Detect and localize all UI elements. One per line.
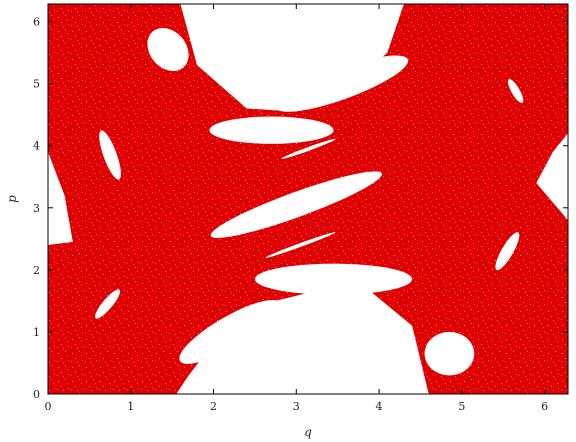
island-8 <box>495 232 520 271</box>
y-tick-label: 2 <box>33 264 40 277</box>
y-tick-label: 6 <box>33 16 40 29</box>
x-tick-label: 4 <box>376 400 383 413</box>
y-axis-label: p <box>5 195 19 203</box>
y-tick-label: 5 <box>33 78 40 91</box>
x-tick-label: 0 <box>45 400 52 413</box>
open-region-3 <box>536 133 568 221</box>
axes-frame <box>47 3 569 395</box>
open-region-2 <box>48 151 73 246</box>
island-3 <box>507 79 524 104</box>
x-axis-label: q <box>304 425 312 439</box>
island-0 <box>147 27 189 72</box>
regular-islands <box>48 4 568 394</box>
island-9 <box>95 289 121 319</box>
island-7 <box>265 232 336 258</box>
x-tick-label: 2 <box>210 400 217 413</box>
y-tick-label: 1 <box>33 326 40 339</box>
y-tick-label: 3 <box>33 202 40 215</box>
x-axis: 0 1 2 3 4 5 6 <box>45 4 548 413</box>
island-6 <box>281 138 336 159</box>
plot-area <box>48 4 568 394</box>
island-5 <box>210 171 382 238</box>
open-region-1 <box>176 291 429 394</box>
y-tick-label: 0 <box>33 388 40 401</box>
island-10 <box>254 263 413 295</box>
x-tick-label: 6 <box>541 400 548 413</box>
island-12 <box>424 331 475 376</box>
x-tick-label: 5 <box>458 400 465 413</box>
island-4 <box>99 130 121 180</box>
open-region-0 <box>180 4 404 112</box>
y-tick-label: 4 <box>33 140 40 153</box>
y-axis: 0 1 2 3 4 5 6 <box>33 16 568 401</box>
x-tick-label: 3 <box>293 400 300 413</box>
island-1 <box>209 116 334 144</box>
x-tick-label: 1 <box>127 400 134 413</box>
